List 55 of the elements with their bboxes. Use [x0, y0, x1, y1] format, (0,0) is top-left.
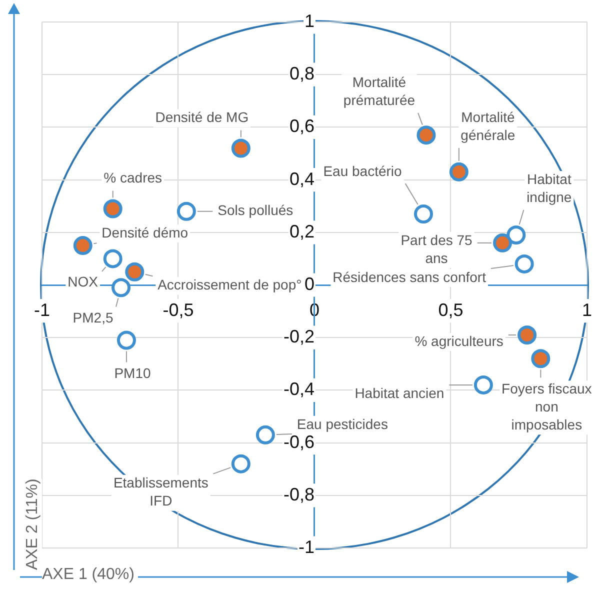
- point: [518, 325, 537, 344]
- point: [73, 236, 92, 256]
- point: [103, 199, 122, 218]
- point: [493, 233, 512, 252]
- y-tick-label: 0: [304, 274, 314, 294]
- point: [514, 254, 534, 274]
- annotation: Densité démo: [102, 224, 188, 240]
- point: [176, 202, 196, 221]
- x-tick-label: -0,5: [162, 300, 194, 320]
- annotation: Etablissements IFD: [113, 474, 208, 509]
- point: [474, 375, 493, 394]
- annotation: Habitat indigne: [526, 170, 572, 205]
- annotation: Part des 75 ans: [400, 232, 473, 266]
- y-tick-label: 0,6: [289, 116, 314, 136]
- point: [414, 204, 433, 224]
- point: [125, 262, 144, 282]
- y-tick-label: -0,8: [283, 484, 314, 504]
- y-tick-label: 0,2: [289, 221, 314, 242]
- point: [103, 249, 122, 268]
- y-tick-label: -1: [298, 536, 314, 557]
- point: [256, 425, 275, 444]
- annotation: Résidences sans confort: [332, 268, 486, 285]
- x-tick-label: 1: [582, 300, 592, 320]
- y-tick-label: -0,6: [283, 432, 314, 452]
- point: [116, 330, 136, 350]
- annotation: Mortalité prématurée: [343, 74, 416, 108]
- y-tick-label: 1: [304, 10, 314, 31]
- x-tick-label: -1: [34, 300, 50, 320]
- annotation: Accroissement de pop°: [158, 276, 302, 293]
- annotation: % cadres: [104, 170, 162, 186]
- annotation: Densité de MG: [155, 109, 249, 126]
- annotation: NOX: [68, 274, 99, 290]
- annotation: Sols pollués: [218, 202, 294, 218]
- annotation: Eau bactério: [323, 162, 402, 179]
- point: [416, 126, 436, 145]
- y-tick-label: -0,2: [283, 326, 314, 347]
- point: [449, 162, 468, 182]
- point: [506, 226, 526, 245]
- y-tick-label: 0,4: [289, 168, 314, 189]
- y-tick-label: 0,8: [289, 64, 314, 84]
- annotation: % agriculteurs: [414, 332, 504, 349]
- annotation: Foyers fiscaux non imposables: [502, 380, 592, 432]
- point: [531, 349, 550, 368]
- annotation: Mortalité générale: [460, 108, 516, 143]
- annotation: PM2,5: [72, 309, 114, 326]
- x-axis-title: AXE 1 (40%): [42, 566, 138, 584]
- point: [112, 278, 131, 298]
- y-tick-label: -0,4: [283, 379, 314, 400]
- annotation: Eau pesticides: [296, 416, 388, 432]
- annotation: PM10: [114, 365, 151, 382]
- y-axis-title: AXE 2 (11%): [24, 478, 42, 570]
- point: [231, 454, 250, 474]
- annotation: Habitat ancien: [354, 384, 444, 401]
- point: [231, 138, 250, 158]
- x-tick-label: 0,5: [438, 300, 464, 320]
